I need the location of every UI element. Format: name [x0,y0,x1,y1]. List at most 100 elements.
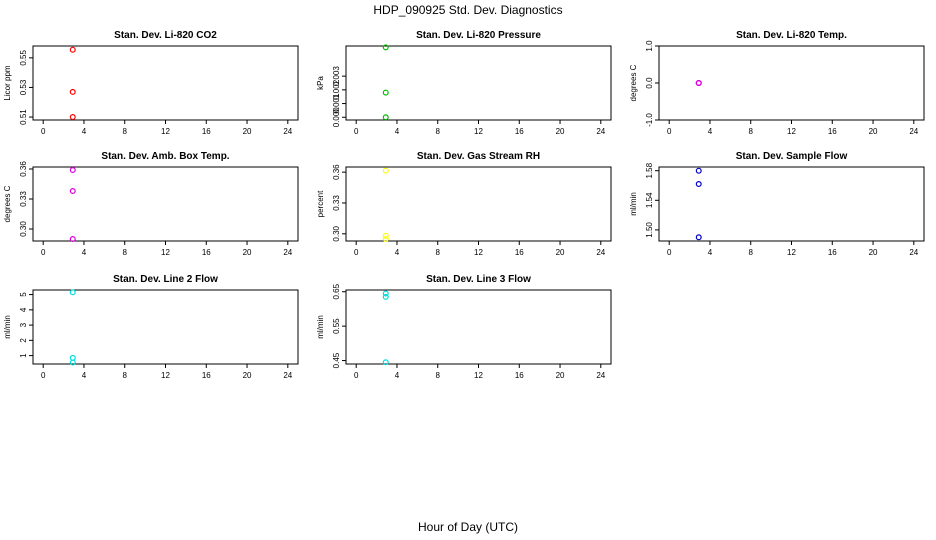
x-tick-label: 20 [243,371,252,380]
plot-box [345,45,612,121]
plot-box [32,289,299,365]
x-tick-label: 4 [708,248,713,257]
x-tick-label: 16 [202,248,211,257]
y-axis-label: degrees C [3,185,12,222]
y-tick-label: 0.30 [332,225,341,241]
data-point [382,235,389,242]
x-tick-label: 16 [515,248,524,257]
data-point [69,88,76,95]
x-tick-label: 12 [161,371,170,380]
x-tick-label: 0 [354,248,359,257]
y-tick-label: 0.51 [19,109,28,125]
x-tick-label: 8 [123,248,128,257]
data-point [382,232,389,239]
panel-title: Stan. Dev. Sample Flow [736,151,848,162]
plot-box [345,166,612,242]
y-axis-label: Licor ppm [3,65,12,100]
x-tick-label: 16 [828,127,837,136]
x-tick-label: 20 [556,371,565,380]
panel-title: Stan. Dev. Amb. Box Temp. [101,151,229,162]
data-point [69,46,76,53]
y-tick-label: 1 [19,353,28,358]
y-tick-label: 1.50 [645,222,654,238]
x-tick-label: 20 [556,127,565,136]
x-tick-label: 20 [243,248,252,257]
data-point [695,79,702,86]
x-tick-label: 8 [123,371,128,380]
data-point [695,167,702,174]
x-tick-label: 4 [82,127,87,136]
data-point [69,289,76,296]
x-tick-label: 12 [787,248,796,257]
data-point [382,167,389,174]
y-tick-label: 0.65 [332,283,341,299]
panel-title: Stan. Dev. Li-820 Pressure [416,30,541,41]
y-tick-label: 0.001 [332,93,341,114]
x-tick-label: 4 [82,248,87,257]
panel-3: Stan. Dev. Li-820 Temp. 0 4 8 12 16 20 24 -1.0 0.… [629,30,925,136]
x-tick-label: 20 [556,248,565,257]
y-axis-label: percent [316,190,325,217]
x-tick-label: 16 [515,371,524,380]
x-tick-label: 0 [41,248,46,257]
y-tick-label: 0.33 [332,195,341,211]
y-axis-label: ml/min [3,315,12,339]
x-tick-label: 24 [283,248,292,257]
x-tick-label: 12 [474,371,483,380]
data-point [382,44,389,51]
figure-title: HDP_090925 Std. Dev. Diagnostics [373,3,562,17]
x-tick-label: 24 [283,371,292,380]
x-tick-label: 16 [828,248,837,257]
x-tick-label: 4 [82,371,87,380]
x-tick-label: 0 [41,371,46,380]
x-tick-label: 4 [708,127,713,136]
x-tick-label: 12 [161,127,170,136]
panel-title: Stan. Dev. Line 3 Flow [426,274,531,285]
panel-1: Stan. Dev. Li-820 CO2 0 4 8 12 16 20 24 0.51 0.53… [3,30,299,136]
y-tick-label: 0.003 [332,66,341,87]
plot-box [658,166,925,242]
y-tick-label: 0.53 [19,79,28,95]
y-tick-label: 5 [19,292,28,297]
x-tick-label: 20 [869,127,878,136]
x-tick-label: 12 [161,248,170,257]
data-point [695,234,702,241]
data-point [382,290,389,297]
x-tick-label: 16 [515,127,524,136]
x-tick-label: 12 [474,248,483,257]
y-tick-label: 0.30 [19,221,28,237]
x-tick-label: 0 [667,248,672,257]
x-tick-label: 24 [596,248,605,257]
plot-box [658,45,925,121]
x-tick-label: 8 [123,127,128,136]
plot-box [32,45,299,121]
panel-5: Stan. Dev. Gas Stream RH 0 4 8 12 16 20 24 0.30 0… [316,151,612,257]
y-tick-label: 0.36 [19,161,28,177]
x-tick-label: 8 [749,248,754,257]
data-point [382,89,389,96]
data-point [382,359,389,366]
panel-title: Stan. Dev. Line 2 Flow [113,274,218,285]
data-point [382,114,389,121]
y-tick-label: 0.55 [19,50,28,66]
x-tick-label: 8 [436,127,441,136]
x-tick-label: 12 [787,127,796,136]
x-tick-label: 8 [436,371,441,380]
plot-box [345,289,612,365]
panel-title: Stan. Dev. Li-820 CO2 [114,30,217,41]
x-tick-label: 16 [202,127,211,136]
y-tick-label: 4 [19,307,28,312]
data-point [69,167,76,174]
y-tick-label: 0.002 [332,79,341,100]
x-tick-label: 4 [395,127,400,136]
panel-title: Stan. Dev. Li-820 Temp. [736,30,847,41]
data-point [382,293,389,300]
x-tick-label: 24 [283,127,292,136]
y-tick-label: 3 [19,322,28,327]
y-tick-label: 0.45 [332,352,341,368]
data-point [69,236,76,243]
data-point [69,114,76,121]
y-axis-label: ml/min [316,315,325,339]
x-tick-label: 0 [667,127,672,136]
y-tick-label: 0.55 [332,318,341,334]
